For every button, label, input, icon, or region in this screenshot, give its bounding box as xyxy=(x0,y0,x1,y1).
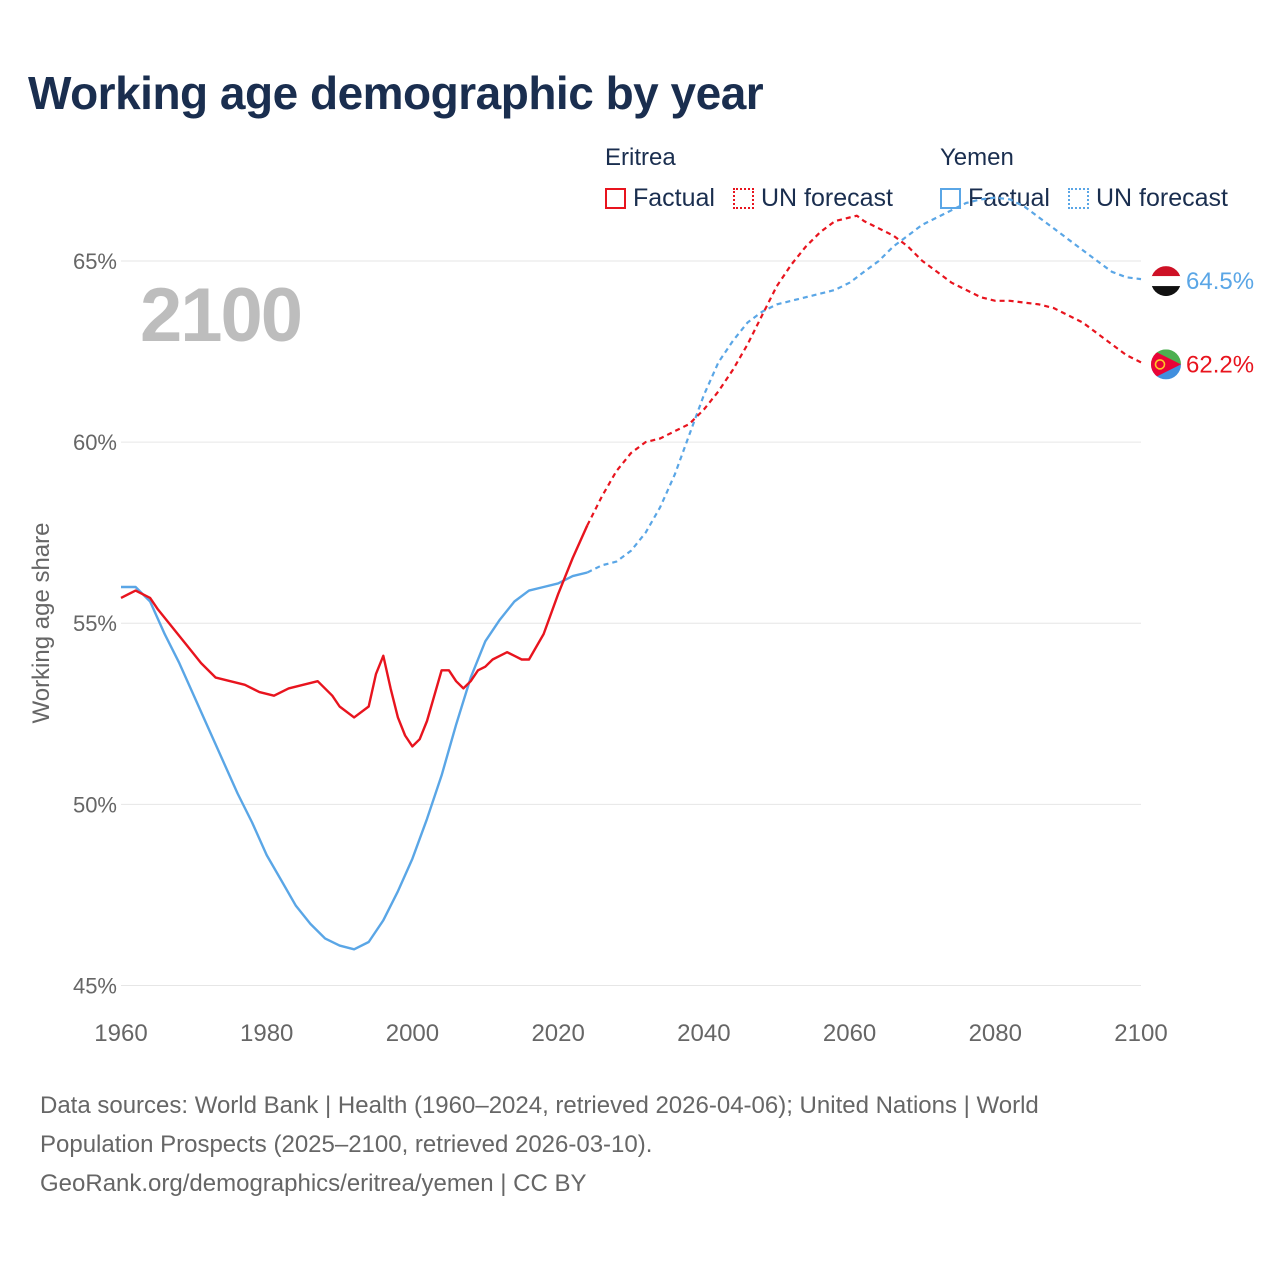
line-chart: 45% 50% 55% 60% 65% 1960 1980 2000 2020 2040 2060 2… xyxy=(73,196,1254,1047)
legend-yemen-factual[interactable]: Factual xyxy=(940,184,1050,213)
y-tick-label: 65% xyxy=(73,249,117,274)
source-line: Data sources: World Bank | Health (1960–… xyxy=(40,1092,1039,1119)
yemen-forecast-line[interactable] xyxy=(586,196,1142,574)
y-tick-label: 50% xyxy=(73,792,117,817)
x-tick-label: 2020 xyxy=(531,1020,584,1047)
legend-group-yemen: Yemen Factual UN forecast xyxy=(940,144,1246,213)
source-note: Data sources: World Bank | Health (1960–… xyxy=(40,1086,1160,1203)
legend-group-eritrea: Eritrea Factual UN forecast xyxy=(605,144,911,213)
eritrea-flag-icon xyxy=(1151,349,1181,380)
legend-yemen-forecast[interactable]: UN forecast xyxy=(1067,184,1228,213)
legend-eritrea-factual[interactable]: Factual xyxy=(605,184,715,213)
legend-group-name: Yemen xyxy=(940,144,1014,171)
current-year-label: 2100 xyxy=(140,273,303,358)
x-tick-label: 2100 xyxy=(1114,1020,1167,1047)
legend-eritrea-forecast[interactable]: UN forecast xyxy=(732,184,893,213)
y-tick-label: 45% xyxy=(73,974,117,999)
legend-label: UN forecast xyxy=(760,184,893,212)
source-link[interactable]: GeoRank.org/demographics/eritrea/yemen |… xyxy=(40,1170,587,1197)
x-tick-label: 2040 xyxy=(677,1020,730,1047)
legend-label: Factual xyxy=(968,184,1050,212)
y-tick-label: 55% xyxy=(73,611,117,636)
legend-group-name: Eritrea xyxy=(605,144,676,171)
x-tick-label: 1960 xyxy=(94,1020,147,1047)
source-line: Population Prospects (2025–2100, retriev… xyxy=(40,1131,653,1158)
eritrea-factual-line[interactable] xyxy=(120,524,589,748)
x-tick-label: 2060 xyxy=(823,1020,876,1047)
x-tick-label: 2080 xyxy=(969,1020,1022,1047)
yemen-end-value-label: 64.5% xyxy=(1186,268,1254,295)
legend-swatch-dotted xyxy=(732,188,754,209)
eritrea-forecast-line[interactable] xyxy=(586,214,1142,526)
yemen-flag-icon xyxy=(1151,266,1181,297)
y-axis-label: Working age share xyxy=(28,522,55,724)
legend-swatch-dotted xyxy=(1067,188,1089,209)
chart-title: Working age demographic by year xyxy=(28,67,764,119)
x-tick-label: 2000 xyxy=(386,1020,439,1047)
x-tick-label: 1980 xyxy=(240,1020,293,1047)
yemen-factual-line[interactable] xyxy=(121,571,588,951)
eritrea-end-value-label: 62.2% xyxy=(1186,351,1254,378)
legend-swatch-solid xyxy=(940,188,961,209)
legend-label: Factual xyxy=(633,184,715,212)
legend-swatch-solid xyxy=(605,188,626,209)
legend-label: UN forecast xyxy=(1095,184,1228,212)
y-tick-label: 60% xyxy=(73,430,117,455)
